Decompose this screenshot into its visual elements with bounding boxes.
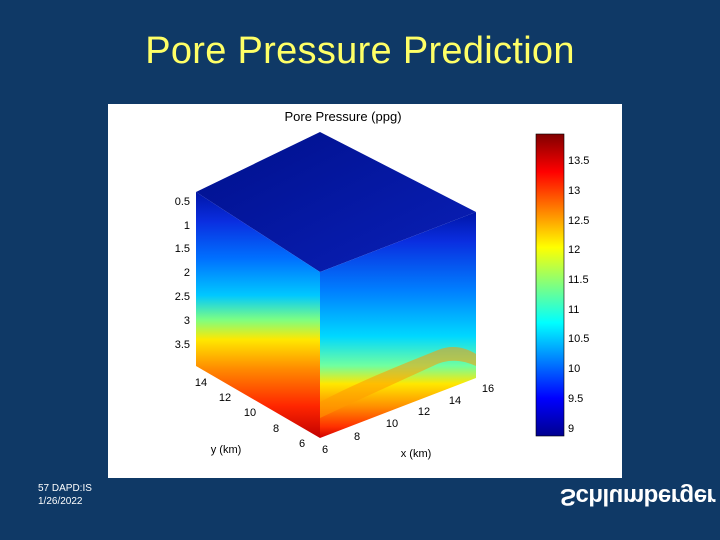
y-tick: 14: [195, 377, 207, 389]
x-tick: 12: [418, 406, 430, 418]
depth-tick: 3.5: [175, 339, 190, 351]
colorbar-tick: 11.5: [568, 274, 589, 286]
x-tick: 14: [449, 395, 461, 407]
colorbar-tick: 10.5: [568, 333, 589, 345]
depth-tick: 2.5: [175, 291, 190, 303]
x-axis-ticks: 6 8 10 12 14 16: [322, 383, 494, 456]
depth-tick: 1.5: [175, 243, 190, 255]
depth-tick: 0.5: [175, 196, 190, 208]
colorbar-tick: 12.5: [568, 215, 589, 227]
colorbar-tick: 10: [568, 363, 580, 375]
y-axis-label: y (km): [211, 444, 242, 456]
pressure-band: [320, 347, 476, 418]
slide-date: 1/26/2022: [38, 496, 83, 507]
figure-title: Pore Pressure (ppg): [284, 109, 401, 124]
cube-top-face: [196, 132, 476, 272]
depth-tick: 3: [184, 315, 190, 327]
colorbar: [535, 133, 565, 437]
colorbar-tick: 13.5: [568, 155, 589, 167]
colorbar-tick: 9: [568, 423, 574, 435]
figure-panel: Pore Pressure (ppg) 0.5 1 1.5 2 2.5 3 3.…: [108, 104, 622, 478]
schlumberger-logo: Schlumberger: [560, 483, 716, 510]
pore-pressure-figure: Pore Pressure (ppg) 0.5 1 1.5 2 2.5 3 3.…: [175, 109, 590, 460]
colorbar-tick: 11: [568, 304, 579, 316]
depth-tick: 1: [184, 220, 190, 232]
y-tick: 12: [219, 392, 231, 404]
y-tick: 6: [299, 438, 305, 450]
colorbar-ticks: 13.5 13 12.5 12 11.5 11 10.5 10 9.5 9: [568, 155, 589, 435]
colorbar-tick: 9.5: [568, 393, 583, 405]
colorbar-tick: 12: [568, 244, 580, 256]
y-axis-ticks: 14 12 10 8 6: [195, 377, 305, 450]
slide-number-label: 57 DAPD:IS: [38, 483, 92, 494]
slide-title: Pore Pressure Prediction: [145, 30, 575, 72]
depth-tick: 2: [184, 267, 190, 279]
y-tick: 8: [273, 423, 279, 435]
cube-right-face: [320, 212, 476, 438]
x-tick: 16: [482, 383, 494, 395]
x-tick: 10: [386, 418, 398, 430]
cube-left-face: [196, 192, 320, 438]
x-axis-label: x (km): [401, 448, 432, 460]
x-tick: 8: [354, 431, 360, 443]
depth-axis-ticks: 0.5 1 1.5 2 2.5 3 3.5: [175, 196, 190, 351]
y-tick: 10: [244, 407, 256, 419]
x-tick: 6: [322, 444, 328, 456]
colorbar-tick: 13: [568, 185, 580, 197]
